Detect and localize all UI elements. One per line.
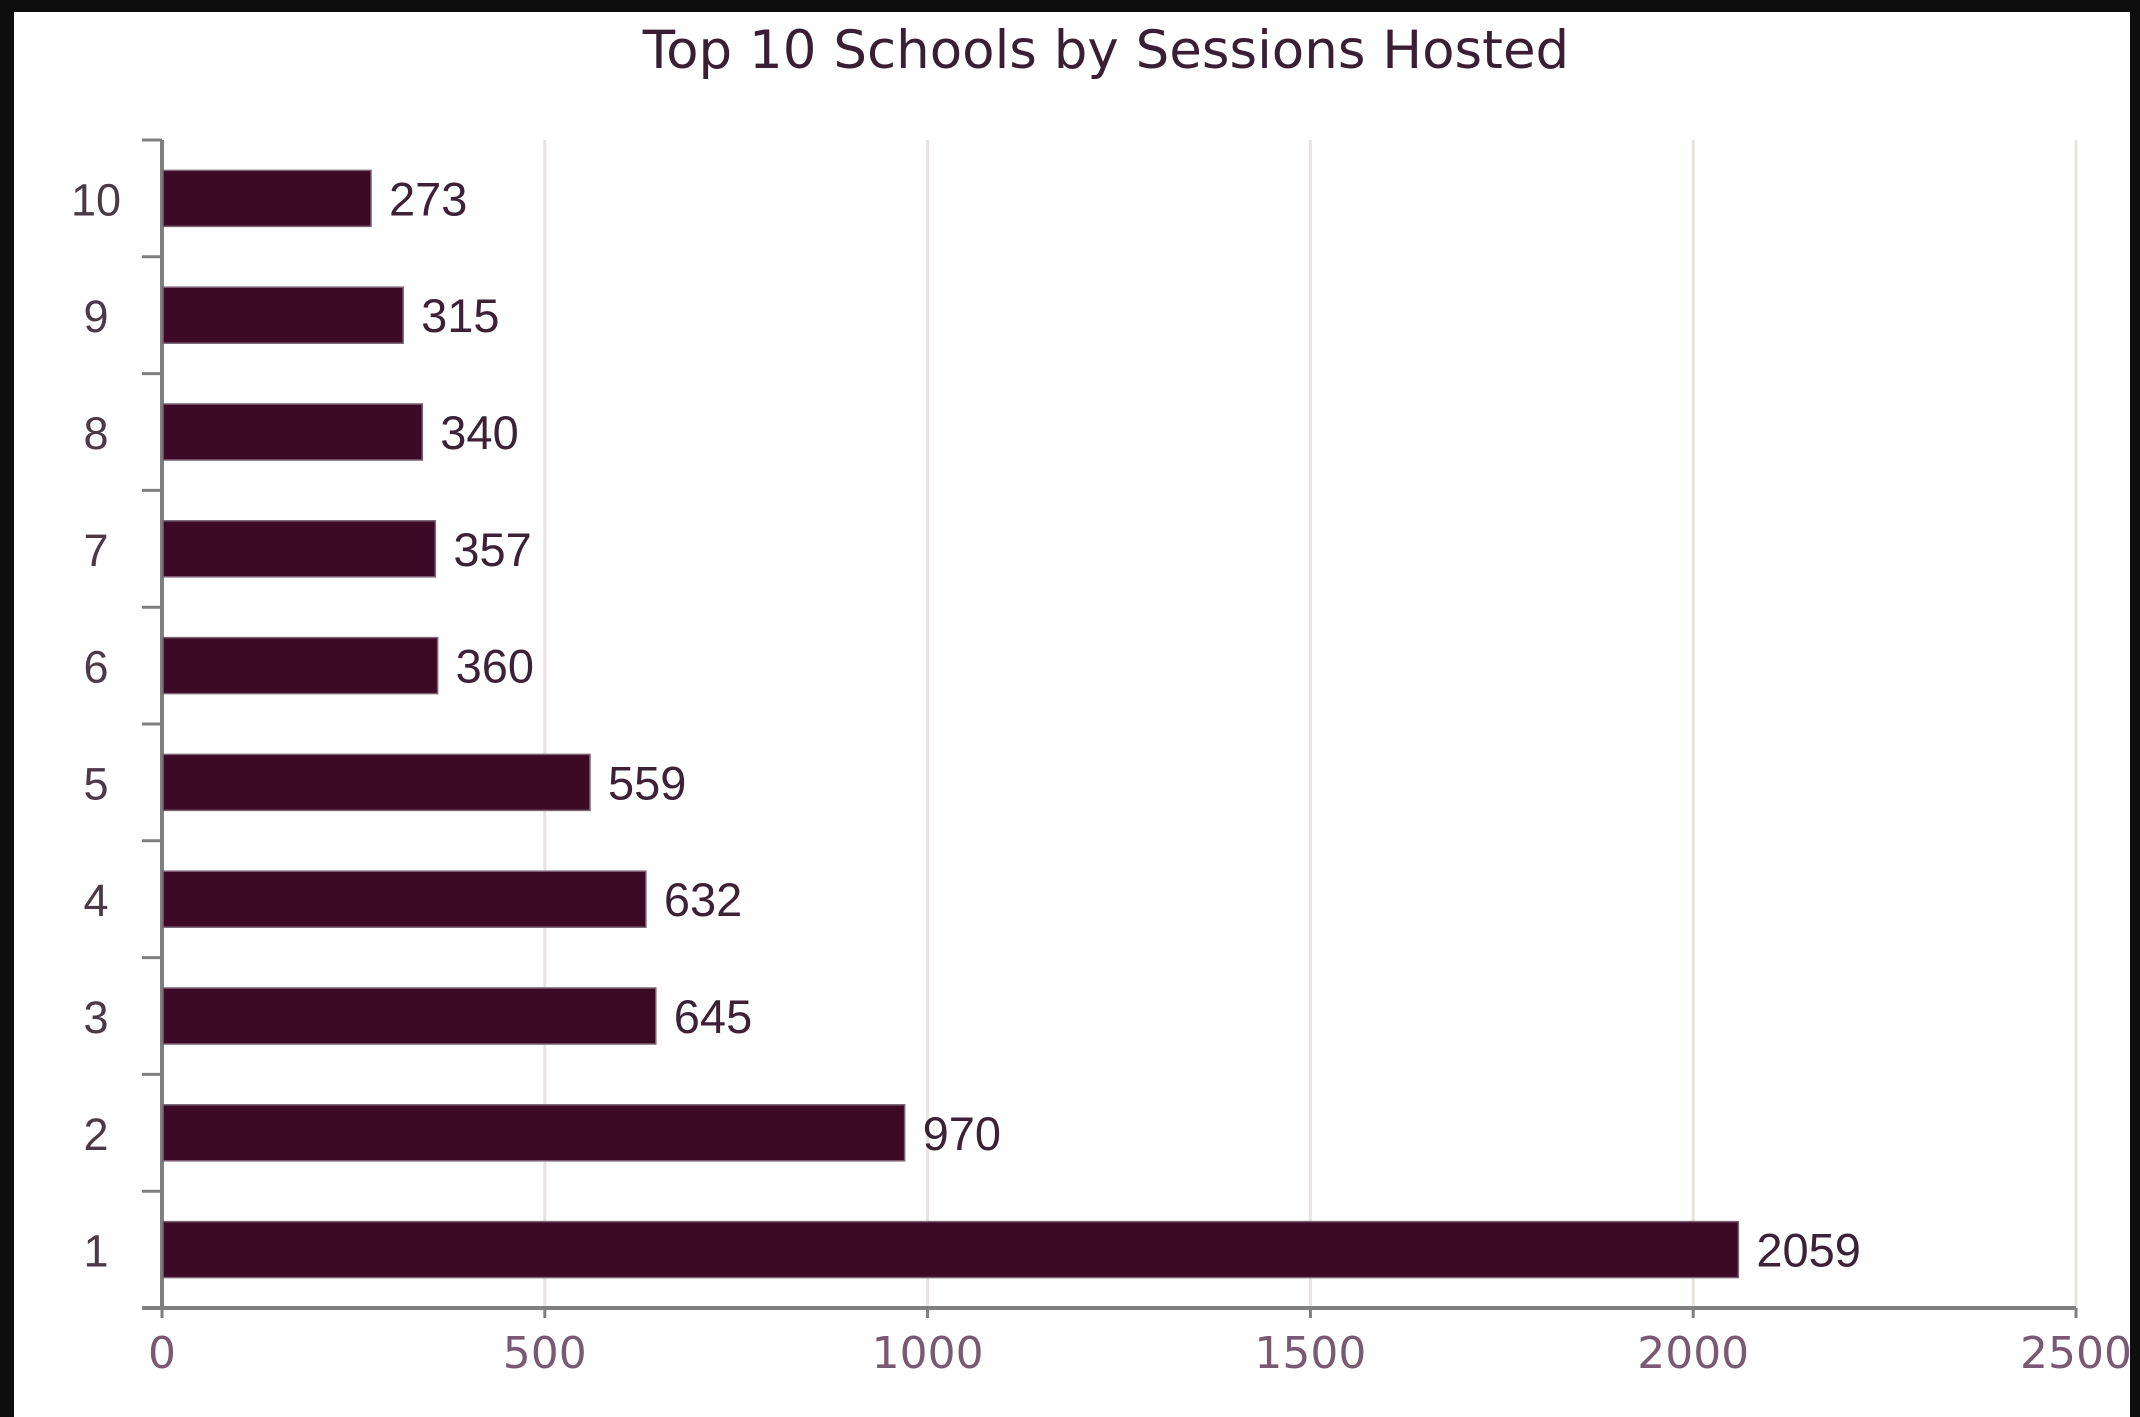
x-tick-label: 2500	[2020, 1328, 2132, 1379]
x-tick-label: 500	[503, 1328, 587, 1379]
bar-value-label: 315	[421, 289, 499, 342]
bar	[162, 403, 424, 461]
bar	[162, 753, 591, 812]
bar	[162, 1104, 906, 1162]
bar-value-label: 357	[453, 523, 531, 576]
bar-value-label: 340	[440, 406, 518, 459]
y-tick-label: 4	[83, 875, 108, 926]
x-tick-label: 1500	[1254, 1328, 1366, 1379]
bar-value-label: 360	[456, 640, 534, 693]
bar-value-label: 273	[389, 172, 467, 225]
chart-title: Top 10 Schools by Sessions Hosted	[642, 20, 1569, 81]
y-tick-label: 3	[83, 992, 108, 1043]
bar-value-label: 2059	[1756, 1224, 1861, 1277]
y-tick-label: 6	[83, 642, 108, 693]
y-tick-label: 2	[83, 1109, 108, 1160]
x-tick-label: 1000	[872, 1328, 984, 1379]
x-tick-label: 2000	[1637, 1328, 1749, 1379]
bar-chart: 0 500 1000 1500 2000 2500 2059 1 970 2 645 3 632 4 559…	[71, 20, 2132, 1379]
bar	[162, 286, 404, 344]
bar-value-label: 970	[923, 1107, 1001, 1160]
y-tick-label: 5	[83, 758, 108, 809]
bar-value-label: 645	[674, 990, 752, 1043]
labels: 0 500 1000 1500 2000 2500 2059 1 970 2 645 3 632 4 559…	[71, 172, 2132, 1379]
y-tick-label: 7	[83, 525, 108, 576]
bar	[162, 520, 437, 578]
bars	[162, 169, 1740, 1279]
y-tick-label: 10	[71, 174, 121, 225]
bar	[162, 1220, 1740, 1279]
bar	[162, 987, 657, 1045]
axes	[142, 138, 2078, 1318]
bar	[162, 870, 647, 928]
bar	[162, 169, 372, 228]
x-tick-label: 0	[148, 1328, 176, 1379]
y-tick-label: 9	[83, 291, 108, 342]
y-tick-label: 1	[83, 1226, 108, 1277]
y-tick-label: 8	[83, 408, 108, 459]
bar-value-label: 632	[664, 873, 742, 926]
bar-value-label: 559	[608, 756, 686, 809]
bar	[162, 636, 439, 695]
